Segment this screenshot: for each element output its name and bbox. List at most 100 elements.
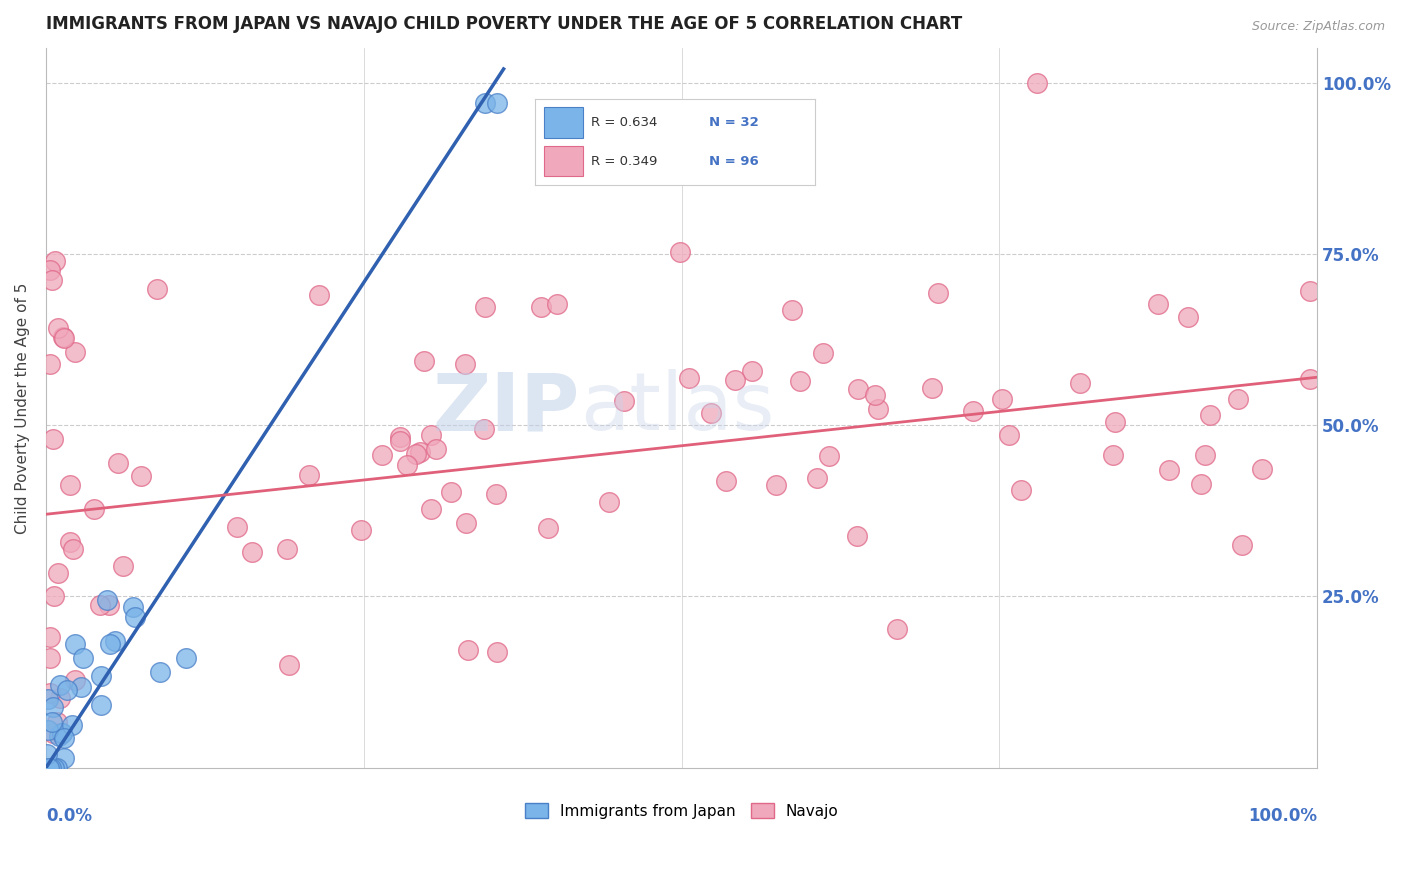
Point xyxy=(396,458,419,473)
Point xyxy=(962,403,984,417)
Point xyxy=(45,714,67,729)
Point xyxy=(863,388,886,402)
Point xyxy=(41,273,63,287)
Point xyxy=(145,282,167,296)
Point xyxy=(60,718,83,732)
Point xyxy=(298,468,321,483)
Point xyxy=(530,300,553,314)
Point xyxy=(65,637,87,651)
Point xyxy=(420,428,443,442)
Point xyxy=(308,287,330,301)
Point xyxy=(98,637,121,651)
Point xyxy=(72,650,94,665)
Point xyxy=(276,542,298,557)
Point xyxy=(1299,372,1322,386)
Point xyxy=(1226,392,1249,406)
Point xyxy=(107,457,129,471)
Point xyxy=(51,725,73,739)
Point xyxy=(1069,376,1091,390)
Point xyxy=(846,382,869,396)
Point xyxy=(225,520,247,534)
Point xyxy=(59,477,82,491)
Point xyxy=(474,96,496,111)
Point xyxy=(921,381,943,395)
Point xyxy=(1010,483,1032,498)
Point xyxy=(48,730,70,744)
Point xyxy=(420,501,443,516)
Point xyxy=(96,592,118,607)
Point xyxy=(62,542,84,557)
Point xyxy=(44,253,66,268)
Point xyxy=(1230,538,1253,552)
Point xyxy=(41,761,63,775)
Point xyxy=(1250,461,1272,475)
Point xyxy=(370,448,392,462)
Point xyxy=(89,598,111,612)
Point xyxy=(1159,463,1181,477)
Point xyxy=(124,610,146,624)
Point xyxy=(546,296,568,310)
Point xyxy=(1026,76,1049,90)
Point xyxy=(817,449,839,463)
Point xyxy=(37,723,59,737)
Point xyxy=(474,301,496,315)
Y-axis label: Child Poverty Under the Age of 5: Child Poverty Under the Age of 5 xyxy=(15,283,30,533)
Point xyxy=(765,478,787,492)
Point xyxy=(111,559,134,574)
Point xyxy=(440,485,463,500)
Point xyxy=(537,521,560,535)
Point xyxy=(486,96,509,111)
Point xyxy=(149,665,172,679)
Point xyxy=(678,370,700,384)
Point xyxy=(806,471,828,485)
Point xyxy=(103,634,125,648)
Point xyxy=(37,692,59,706)
Point xyxy=(46,321,69,335)
Point xyxy=(886,622,908,636)
Point xyxy=(49,690,72,705)
Point xyxy=(52,329,75,343)
Point xyxy=(56,683,79,698)
Point xyxy=(454,357,477,371)
Point xyxy=(699,406,721,420)
Point xyxy=(44,589,66,603)
Point xyxy=(52,331,75,345)
Point xyxy=(59,535,82,549)
Point xyxy=(174,651,197,665)
Point xyxy=(37,761,59,775)
Text: atlas: atlas xyxy=(579,369,775,447)
Point xyxy=(38,650,60,665)
Point xyxy=(1189,476,1212,491)
Point xyxy=(724,373,747,387)
Point xyxy=(485,486,508,500)
Point xyxy=(780,302,803,317)
Point xyxy=(425,442,447,456)
Point xyxy=(1147,297,1170,311)
Point xyxy=(46,566,69,581)
Point xyxy=(90,669,112,683)
Point xyxy=(51,726,73,740)
Point xyxy=(277,657,299,672)
Point xyxy=(846,529,869,543)
Point xyxy=(39,263,62,277)
Point xyxy=(408,445,430,459)
Point xyxy=(405,447,427,461)
Point xyxy=(1199,408,1222,422)
Point xyxy=(39,685,62,699)
Text: IMMIGRANTS FROM JAPAN VS NAVAJO CHILD POVERTY UNDER THE AGE OF 5 CORRELATION CHA: IMMIGRANTS FROM JAPAN VS NAVAJO CHILD PO… xyxy=(46,15,962,33)
Point xyxy=(811,346,834,360)
Point xyxy=(63,345,86,359)
Point xyxy=(457,642,479,657)
Point xyxy=(90,698,112,713)
Point xyxy=(42,432,65,446)
Point xyxy=(53,731,76,746)
Point xyxy=(998,428,1021,442)
Point xyxy=(129,469,152,483)
Point xyxy=(714,474,737,488)
Point xyxy=(669,245,692,260)
Point xyxy=(1102,448,1125,462)
Point xyxy=(49,726,72,740)
Point xyxy=(41,714,63,729)
Point xyxy=(866,402,889,417)
Point xyxy=(37,747,59,761)
